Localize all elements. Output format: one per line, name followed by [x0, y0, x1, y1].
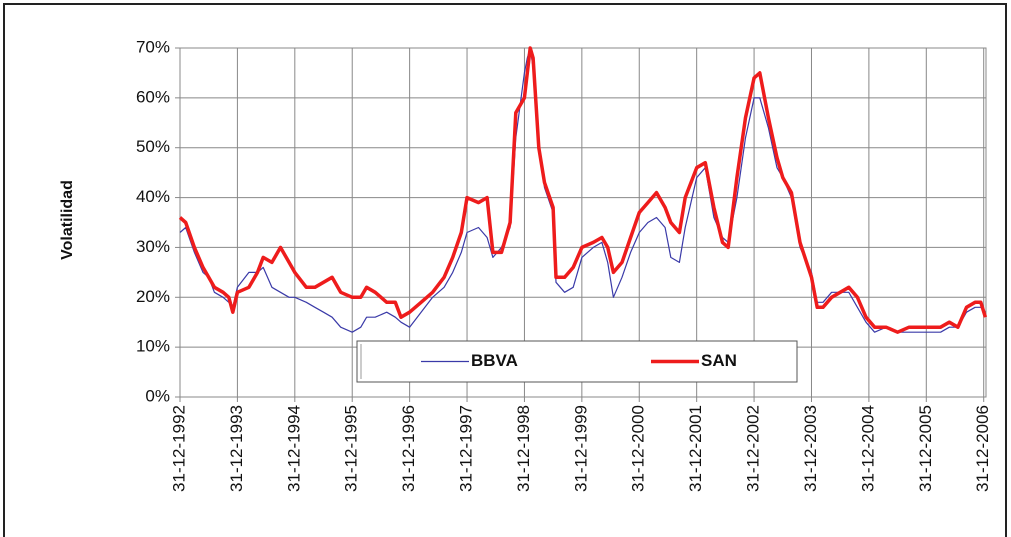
- y-axis-label: Volatilidad: [59, 180, 76, 260]
- legend-label: BBVA: [471, 351, 518, 370]
- y-tick-label: 30%: [136, 237, 170, 256]
- x-tick-label: 31-12-2002: [744, 405, 763, 492]
- x-tick-label: 31-12-2005: [916, 405, 935, 492]
- y-tick-label: 60%: [136, 87, 170, 106]
- series-line: [179, 47, 986, 333]
- x-tick-label: 31-12-2000: [629, 405, 648, 492]
- x-tick-label: 31-12-1998: [514, 405, 533, 492]
- legend-label: SAN: [701, 351, 737, 370]
- y-tick-label: 20%: [136, 287, 170, 306]
- x-tick-label: 31-12-1994: [284, 405, 303, 492]
- x-tick-label: 31-12-2004: [858, 405, 877, 492]
- x-tick-label: 31-12-1996: [399, 405, 418, 492]
- x-tick-label: 31-12-1992: [169, 405, 188, 492]
- x-tick-label: 31-12-1999: [571, 405, 590, 492]
- y-tick-label: 10%: [136, 337, 170, 356]
- x-tick-label: 31-12-1997: [457, 405, 476, 492]
- frame: [3, 3, 1007, 537]
- x-tick-label: 31-12-2003: [801, 405, 820, 492]
- y-tick-label: 40%: [136, 187, 170, 206]
- y-tick-label: 70%: [136, 37, 170, 56]
- x-tick-label: 31-12-2006: [973, 405, 992, 492]
- x-tick-label: 31-12-2001: [686, 405, 705, 492]
- y-tick-label: 50%: [136, 137, 170, 156]
- y-tick-label: 0%: [145, 386, 170, 405]
- x-tick-label: 31-12-1995: [342, 405, 361, 492]
- x-tick-label: 31-12-1993: [227, 405, 246, 492]
- series-line: [178, 46, 988, 334]
